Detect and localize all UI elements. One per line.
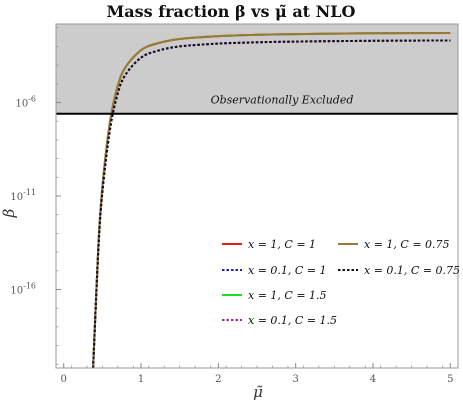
x-tick-label: 5 <box>447 374 453 385</box>
y-tick-label: 10-11 <box>10 188 36 203</box>
series-layer <box>92 32 451 369</box>
excluded-label: Observationally Excluded <box>211 94 354 107</box>
legend-label: x = 1, C = 0.75 <box>364 238 450 251</box>
legend-label: x = 0.1, C = 1 <box>248 264 327 277</box>
x-tick-label: 4 <box>370 374 376 385</box>
legend-label: x = 1, C = 1.5 <box>248 289 327 302</box>
y-axis-label: β <box>0 208 18 218</box>
chart-title: Mass fraction β vs μ̃ at NLO <box>107 2 356 21</box>
series-line <box>92 39 451 369</box>
legend: x = 1, C = 1 x = 1, C = 0.75 x = 0.1, C = … <box>222 238 460 327</box>
y-tick-label: 10-6 <box>15 95 36 110</box>
y-axis-ticks: 10-6 10-11 10-16 <box>10 27 61 365</box>
legend-label: x = 0.1, C = 0.75 <box>364 264 460 277</box>
x-axis-ticks: 0 1 2 3 4 5 <box>55 363 459 385</box>
legend-label: x = 0.1, C = 1.5 <box>248 314 337 327</box>
x-tick-label: 1 <box>138 374 144 385</box>
excluded-region <box>56 24 458 114</box>
x-tick-label: 2 <box>215 374 221 385</box>
legend-label: x = 1, C = 1 <box>248 238 316 251</box>
x-tick-label: 0 <box>61 374 67 385</box>
y-tick-label: 10-16 <box>10 281 36 296</box>
x-axis-label: μ̃ <box>253 383 263 401</box>
x-tick-label: 3 <box>292 374 298 385</box>
